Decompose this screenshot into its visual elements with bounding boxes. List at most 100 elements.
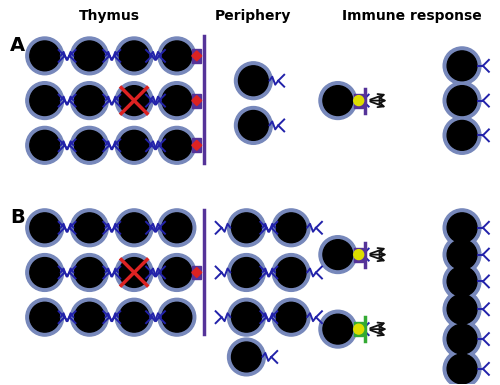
Circle shape — [119, 302, 149, 332]
Circle shape — [232, 213, 262, 243]
Circle shape — [74, 86, 104, 116]
Circle shape — [443, 350, 481, 385]
Circle shape — [119, 86, 149, 116]
Circle shape — [447, 86, 477, 116]
Text: Periphery: Periphery — [215, 9, 292, 23]
Circle shape — [447, 51, 477, 81]
Circle shape — [26, 209, 64, 247]
Circle shape — [30, 86, 60, 116]
Text: Immune response: Immune response — [342, 9, 482, 23]
Circle shape — [116, 209, 153, 247]
Circle shape — [74, 131, 104, 160]
Circle shape — [354, 249, 364, 259]
Circle shape — [70, 126, 108, 164]
Circle shape — [162, 258, 192, 287]
Circle shape — [158, 209, 196, 247]
Circle shape — [30, 41, 60, 71]
Circle shape — [74, 258, 104, 287]
Circle shape — [74, 41, 104, 71]
Circle shape — [26, 298, 64, 336]
Bar — [354, 322, 363, 336]
Circle shape — [228, 298, 266, 336]
Circle shape — [272, 209, 310, 247]
Circle shape — [158, 126, 196, 164]
Circle shape — [158, 37, 196, 75]
Circle shape — [443, 82, 481, 119]
Circle shape — [162, 213, 192, 243]
Circle shape — [162, 131, 192, 160]
Circle shape — [70, 298, 108, 336]
Polygon shape — [192, 95, 202, 105]
Circle shape — [276, 302, 306, 332]
Circle shape — [232, 302, 262, 332]
Circle shape — [447, 266, 477, 296]
Circle shape — [70, 254, 108, 291]
Polygon shape — [192, 268, 202, 278]
Circle shape — [119, 131, 149, 160]
Circle shape — [26, 254, 64, 291]
Bar — [192, 266, 201, 280]
Bar — [192, 94, 201, 107]
Circle shape — [319, 236, 356, 273]
Text: A: A — [10, 37, 25, 55]
Circle shape — [323, 86, 352, 116]
Circle shape — [234, 62, 273, 100]
Circle shape — [116, 82, 153, 119]
Circle shape — [238, 66, 268, 95]
Circle shape — [319, 82, 356, 119]
Circle shape — [443, 290, 481, 328]
Circle shape — [232, 258, 262, 287]
Circle shape — [272, 254, 310, 291]
Circle shape — [323, 314, 352, 344]
Circle shape — [119, 213, 149, 243]
Circle shape — [447, 121, 477, 150]
Circle shape — [158, 298, 196, 336]
Circle shape — [74, 213, 104, 243]
Circle shape — [70, 82, 108, 119]
Circle shape — [238, 110, 268, 141]
Bar — [192, 49, 201, 63]
Circle shape — [116, 298, 153, 336]
Circle shape — [119, 41, 149, 71]
Circle shape — [116, 126, 153, 164]
Circle shape — [354, 324, 364, 334]
Circle shape — [116, 37, 153, 75]
Circle shape — [162, 86, 192, 116]
Bar — [354, 248, 363, 261]
Circle shape — [232, 342, 262, 372]
Circle shape — [30, 213, 60, 243]
Circle shape — [116, 254, 153, 291]
Circle shape — [447, 295, 477, 324]
Polygon shape — [192, 51, 202, 61]
Circle shape — [26, 82, 64, 119]
Circle shape — [228, 338, 266, 376]
Polygon shape — [192, 141, 202, 150]
Circle shape — [447, 213, 477, 243]
Circle shape — [70, 37, 108, 75]
Circle shape — [162, 41, 192, 71]
Circle shape — [443, 209, 481, 247]
Circle shape — [272, 298, 310, 336]
Circle shape — [443, 263, 481, 300]
Circle shape — [228, 209, 266, 247]
Text: B: B — [10, 208, 24, 227]
Circle shape — [354, 95, 364, 105]
Circle shape — [447, 324, 477, 354]
Bar — [192, 138, 201, 152]
Circle shape — [443, 117, 481, 154]
Circle shape — [276, 213, 306, 243]
Circle shape — [30, 302, 60, 332]
Circle shape — [74, 302, 104, 332]
Circle shape — [158, 82, 196, 119]
Circle shape — [447, 240, 477, 270]
Circle shape — [162, 302, 192, 332]
Circle shape — [443, 47, 481, 85]
Circle shape — [158, 254, 196, 291]
Bar — [354, 94, 363, 107]
Circle shape — [443, 236, 481, 273]
Circle shape — [228, 254, 266, 291]
Circle shape — [119, 258, 149, 287]
Circle shape — [443, 320, 481, 358]
Circle shape — [323, 240, 352, 270]
Circle shape — [447, 354, 477, 384]
